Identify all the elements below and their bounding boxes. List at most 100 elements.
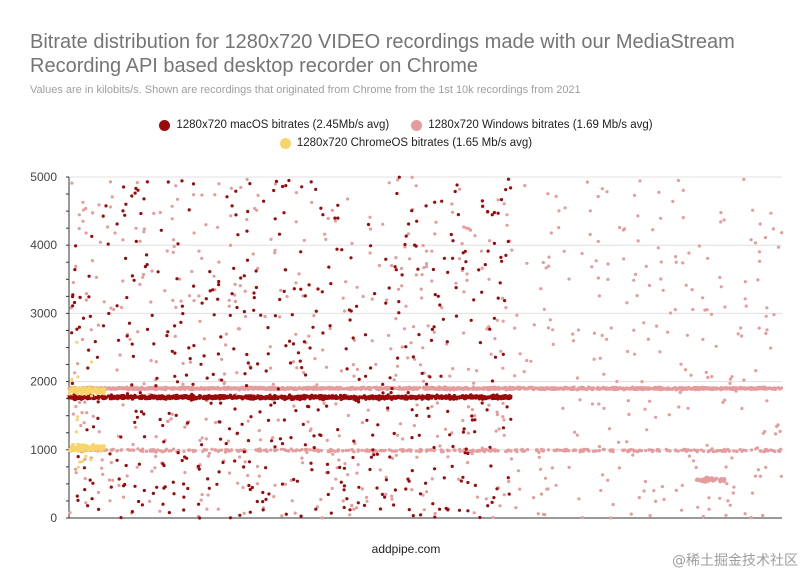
data-point [772,313,776,317]
data-point [245,177,249,181]
legend-item-windows[interactable]: 1280x720 Windows bitrates (1.69 Mb/s avg… [411,119,653,131]
data-point [161,423,165,428]
data-point [294,409,298,413]
data-point [428,375,432,379]
data-point [495,318,499,322]
data-point [433,511,437,516]
data-point [167,510,171,515]
data-point [406,391,410,395]
data-point [390,264,394,268]
data-point [571,449,575,453]
data-point [410,408,414,412]
data-point [501,352,505,356]
data-point [289,447,293,451]
data-point [623,227,627,231]
data-point [84,292,89,296]
data-point [76,415,80,419]
data-point [410,436,414,440]
data-point [219,448,224,452]
data-point [496,198,500,202]
data-point [429,338,434,342]
data-point [694,465,698,470]
data-point [407,257,412,261]
data-point [546,326,551,330]
data-point [117,483,121,487]
data-point [81,200,85,204]
data-point [730,456,734,460]
data-point [691,459,696,463]
data-point [546,192,550,196]
data-point [490,213,494,217]
data-point [230,204,234,208]
data-point [298,396,302,400]
data-point [235,396,239,400]
data-point [72,396,76,400]
data-point [502,202,506,206]
data-point [390,456,395,460]
data-point [326,216,330,221]
data-point [461,387,465,391]
data-point [233,293,237,297]
data-point [609,326,613,330]
data-point [545,387,549,391]
data-point [390,397,394,401]
data-point [501,401,505,405]
data-point [329,395,334,399]
data-point [119,516,123,520]
data-point [316,287,320,291]
data-point [625,301,629,305]
data-point [313,395,317,399]
data-point [314,187,318,191]
data-point [85,411,89,415]
data-point [404,345,408,349]
data-point [384,478,388,482]
data-point [253,206,257,211]
data-point [351,455,355,460]
legend-item-chromeos[interactable]: 1280x720 ChromeOS bitrates (1.65 Mb/s av… [279,137,532,149]
data-point [452,397,456,401]
data-point [778,429,782,433]
data-point [454,281,458,285]
data-point [192,193,196,197]
data-point [637,448,641,452]
data-point [273,483,277,487]
data-point [510,387,514,391]
data-point [235,305,239,310]
data-point [360,421,364,425]
legend-item-macos[interactable]: 1280x720 macOS bitrates (2.45Mb/s avg) [159,119,389,131]
chart-subtitle: Values are in kilobits/s. Shown are reco… [30,84,581,96]
data-point [171,250,175,254]
data-point [191,182,196,186]
data-point [376,423,380,427]
data-point [101,472,105,476]
data-point [411,325,416,329]
data-point [394,268,398,272]
data-point [280,482,285,486]
data-point [689,448,693,452]
data-point [411,514,415,518]
data-point [674,255,678,259]
data-point [642,489,646,493]
data-point [407,448,411,452]
data-point [392,431,396,436]
data-point [285,295,289,299]
data-point [342,387,346,391]
data-point [462,290,466,294]
data-point [515,313,519,317]
data-point [381,382,385,386]
data-point [223,450,228,454]
data-point [600,187,605,191]
data-point [111,386,115,390]
data-point [409,341,413,345]
data-point [704,370,708,374]
data-point [355,367,359,371]
data-point [654,415,658,419]
data-point [632,278,636,282]
data-point [611,502,615,507]
data-point [541,448,546,452]
data-point [104,395,108,399]
data-point [424,265,429,269]
data-point [492,241,496,245]
data-point [728,377,733,381]
data-point [721,400,725,404]
